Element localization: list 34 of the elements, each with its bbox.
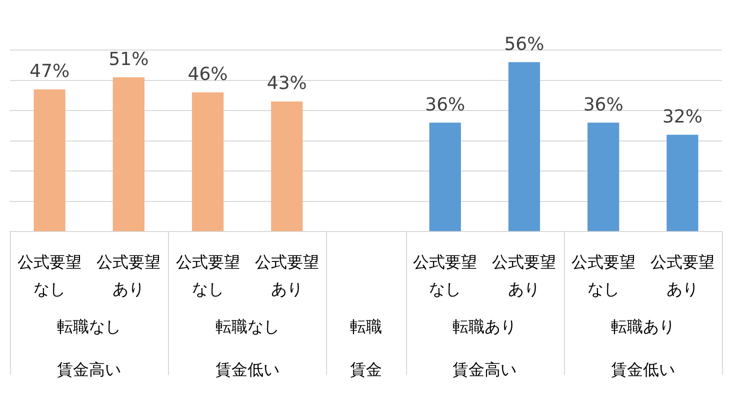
bar bbox=[666, 134, 698, 232]
x-tick-label: 公式要望なし bbox=[176, 252, 240, 299]
data-label: 32% bbox=[662, 106, 702, 128]
x-tick-label: 公式要望なし bbox=[18, 252, 82, 299]
data-label: 46% bbox=[188, 64, 228, 86]
bar bbox=[34, 89, 66, 232]
data-label: 56% bbox=[504, 34, 544, 55]
x-tick-label: 公式要望なし bbox=[413, 252, 478, 299]
bar bbox=[112, 77, 144, 232]
text: 転職あり bbox=[610, 316, 675, 336]
data-label: 47% bbox=[30, 61, 70, 82]
text: 転職 bbox=[350, 316, 382, 336]
x-tick-label: 公式要望なし bbox=[571, 252, 636, 299]
data-label: 51% bbox=[108, 48, 149, 70]
data-label: 43% bbox=[266, 73, 307, 94]
bar bbox=[192, 92, 224, 232]
bar bbox=[508, 62, 540, 232]
text: 転職なし bbox=[57, 316, 122, 336]
data-label: 36% bbox=[425, 94, 466, 116]
x-tick-label: 公式要望あり bbox=[254, 252, 319, 299]
text: 転職あり bbox=[452, 316, 517, 336]
bar bbox=[271, 101, 303, 232]
text: 賃金高い bbox=[57, 360, 122, 379]
data-label: 36% bbox=[583, 94, 624, 116]
x-tick-label: 公式要望あり bbox=[492, 252, 556, 299]
text: 賃金低い bbox=[610, 360, 675, 379]
text: 賃金低い bbox=[215, 360, 280, 379]
bar bbox=[588, 122, 620, 232]
x-tick-label: 公式要望あり bbox=[96, 252, 161, 299]
text: 転職なし bbox=[215, 316, 280, 336]
text: 賃金高い bbox=[452, 360, 517, 379]
text: 賃金 bbox=[350, 360, 382, 379]
x-tick-label: 公式要望あり bbox=[650, 252, 714, 299]
bar bbox=[429, 122, 461, 232]
